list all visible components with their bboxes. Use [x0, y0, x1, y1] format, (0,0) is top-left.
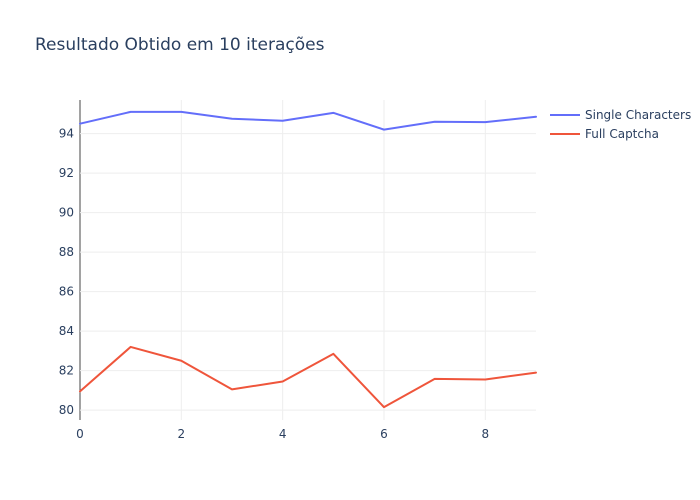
legend[interactable]: Single Characters Full Captcha	[550, 108, 691, 141]
x-axis-ticks: 0 2 4 6 8	[76, 427, 489, 441]
y-tick-label: 86	[59, 285, 74, 299]
y-tick-label: 88	[59, 245, 74, 259]
y-tick-label: 92	[59, 166, 74, 180]
x-tick-label: 4	[279, 427, 287, 441]
y-axis-ticks: 80 82 84 86 88 90 92 94	[59, 127, 74, 418]
legend-item[interactable]: Single Characters	[550, 108, 691, 122]
y-tick-label: 94	[59, 127, 74, 141]
gridlines	[79, 100, 536, 420]
y-tick-label: 82	[59, 364, 74, 378]
x-tick-label: 6	[380, 427, 388, 441]
y-tick-label: 80	[59, 403, 74, 417]
legend-label: Full Captcha	[585, 127, 659, 141]
x-tick-label: 0	[76, 427, 84, 441]
legend-item[interactable]: Full Captcha	[550, 127, 659, 141]
series-lines	[79, 110, 537, 409]
x-tick-label: 2	[178, 427, 186, 441]
series-line-1[interactable]	[79, 345, 537, 409]
chart-title: Resultado Obtido em 10 iterações	[35, 35, 325, 55]
series-line-0[interactable]	[79, 110, 537, 131]
legend-label: Single Characters	[585, 108, 691, 122]
x-tick-label: 8	[482, 427, 490, 441]
y-tick-label: 84	[59, 324, 74, 338]
y-tick-label: 90	[59, 206, 74, 220]
